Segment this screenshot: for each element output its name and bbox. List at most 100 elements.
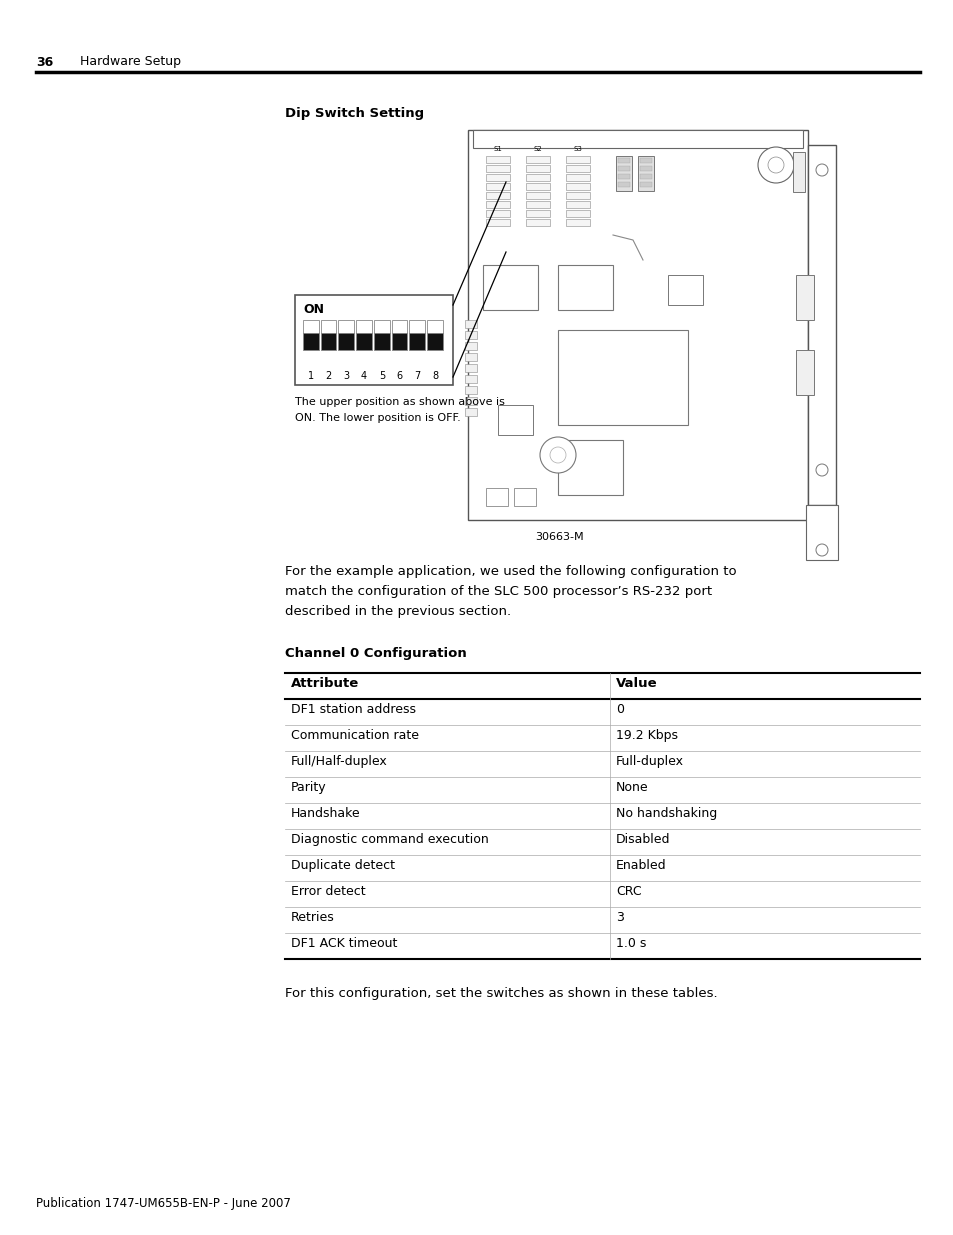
Bar [485, 156, 510, 163]
Text: 4: 4 [360, 370, 367, 382]
Bar [514, 488, 536, 506]
Text: Hardware Setup: Hardware Setup [80, 56, 181, 68]
Bar [464, 342, 476, 350]
Bar [482, 266, 537, 310]
Bar [464, 364, 476, 372]
Text: S3: S3 [573, 146, 582, 152]
Bar [374, 320, 390, 332]
Text: No handshaking: No handshaking [616, 806, 717, 820]
Bar [639, 174, 651, 179]
Bar [792, 152, 804, 191]
Bar [303, 332, 318, 350]
Circle shape [815, 464, 827, 475]
Bar [639, 158, 651, 163]
Bar [485, 191, 510, 199]
Bar [565, 210, 589, 217]
Text: 2: 2 [325, 370, 332, 382]
Text: Error detect: Error detect [291, 885, 365, 898]
Text: Retries: Retries [291, 911, 335, 924]
Bar [618, 165, 629, 170]
Bar [525, 156, 550, 163]
Bar [805, 505, 837, 559]
Bar [485, 210, 510, 217]
Bar [565, 201, 589, 207]
Bar [355, 320, 372, 332]
Text: 3: 3 [343, 370, 349, 382]
Text: Dip Switch Setting: Dip Switch Setting [285, 107, 424, 120]
Text: 7: 7 [414, 370, 420, 382]
Bar [639, 182, 651, 186]
Circle shape [815, 543, 827, 556]
Bar [338, 332, 354, 350]
Bar [464, 396, 476, 405]
Bar [464, 375, 476, 383]
Bar [464, 320, 476, 329]
Circle shape [539, 437, 576, 473]
Text: S1: S1 [493, 146, 502, 152]
Bar [525, 183, 550, 190]
Bar [618, 174, 629, 179]
Bar [427, 332, 442, 350]
Bar [485, 219, 510, 226]
Bar [565, 183, 589, 190]
Bar [558, 266, 613, 310]
Bar [525, 201, 550, 207]
Text: Communication rate: Communication rate [291, 729, 418, 742]
Text: The upper position as shown above is: The upper position as shown above is [294, 396, 504, 408]
Bar [464, 353, 476, 361]
Text: ON: ON [303, 303, 324, 316]
Bar [639, 165, 651, 170]
Text: Disabled: Disabled [616, 832, 670, 846]
Bar [355, 332, 372, 350]
Bar [565, 174, 589, 182]
Text: Publication 1747-UM655B-EN-P - June 2007: Publication 1747-UM655B-EN-P - June 2007 [36, 1197, 291, 1210]
Text: ON. The lower position is OFF.: ON. The lower position is OFF. [294, 412, 460, 424]
Text: 19.2 Kbps: 19.2 Kbps [616, 729, 678, 742]
Circle shape [758, 147, 793, 183]
Bar [294, 295, 453, 385]
Bar [525, 191, 550, 199]
Text: Parity: Parity [291, 781, 326, 794]
Text: Value: Value [616, 677, 657, 690]
Text: DF1 station address: DF1 station address [291, 703, 416, 716]
Bar [525, 174, 550, 182]
Bar [485, 183, 510, 190]
Bar [565, 165, 589, 172]
Circle shape [815, 164, 827, 177]
Bar [558, 330, 687, 425]
Text: For this configuration, set the switches as shown in these tables.: For this configuration, set the switches… [285, 987, 717, 1000]
Bar [565, 219, 589, 226]
Bar [525, 210, 550, 217]
Bar [565, 191, 589, 199]
Bar [485, 488, 507, 506]
Text: Handshake: Handshake [291, 806, 360, 820]
Text: Full-duplex: Full-duplex [616, 755, 683, 768]
Circle shape [550, 447, 565, 463]
Bar [392, 320, 407, 332]
Bar [320, 332, 336, 350]
Bar [558, 440, 622, 495]
Bar [464, 387, 476, 394]
Bar [497, 405, 533, 435]
Bar [667, 275, 702, 305]
Bar [303, 320, 318, 332]
Text: Attribute: Attribute [291, 677, 359, 690]
Text: 36: 36 [36, 56, 53, 68]
Text: Diagnostic command execution: Diagnostic command execution [291, 832, 488, 846]
Bar [485, 201, 510, 207]
Bar [338, 320, 354, 332]
Text: CRC: CRC [616, 885, 641, 898]
Text: 0: 0 [616, 703, 623, 716]
Bar [374, 332, 390, 350]
Bar [616, 156, 631, 191]
Bar [468, 130, 807, 520]
Bar [320, 320, 336, 332]
Bar [638, 156, 654, 191]
Text: match the configuration of the SLC 500 processor’s RS-232 port: match the configuration of the SLC 500 p… [285, 585, 711, 598]
Text: For the example application, we used the following configuration to: For the example application, we used the… [285, 564, 736, 578]
Text: Duplicate detect: Duplicate detect [291, 860, 395, 872]
Text: 6: 6 [396, 370, 402, 382]
Text: 1: 1 [308, 370, 314, 382]
Bar [795, 350, 813, 395]
Text: 1.0 s: 1.0 s [616, 937, 646, 950]
